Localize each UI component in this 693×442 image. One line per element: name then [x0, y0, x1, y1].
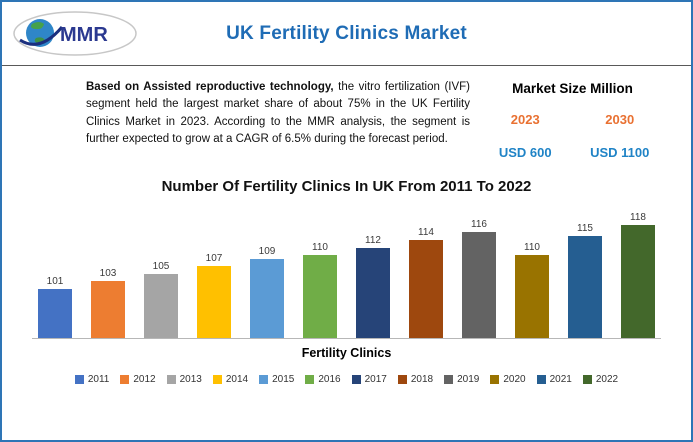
- legend-item-2020: 2020: [490, 374, 526, 385]
- bar-value-label-2017: 112: [365, 235, 381, 246]
- swoosh-icon: [19, 26, 64, 46]
- bar-group-2017: 112: [356, 235, 390, 338]
- legend-item-2018: 2018: [397, 374, 434, 385]
- bar-group-2015: 109: [250, 246, 284, 338]
- legend-swatch-2018: [397, 375, 407, 384]
- legend-item-2022: 2022: [582, 374, 619, 385]
- legend-label-2013: 2013: [179, 374, 202, 385]
- bar-group-2022: 118: [621, 212, 655, 338]
- legend-label-2018: 2018: [410, 374, 434, 385]
- bar-value-label-2021: 115: [577, 223, 593, 234]
- legend-item-2012: 2012: [120, 374, 156, 385]
- legend-swatch-2019: [444, 375, 454, 384]
- legend-label-2016: 2016: [318, 374, 341, 385]
- bar-value-label-2015: 109: [258, 246, 276, 257]
- bar-2020: [515, 255, 549, 338]
- content-row: Based on Assisted reproductive technolog…: [2, 66, 691, 160]
- mmr-logo: MMR: [13, 11, 137, 56]
- chart-title: Number Of Fertility Clinics In UK From 2…: [161, 178, 532, 195]
- bar-2012: [91, 281, 125, 338]
- legend-item-2011: 2011: [74, 374, 110, 385]
- bar-value-label-2020: 110: [524, 242, 540, 253]
- bar-group-2016: 110: [303, 242, 337, 338]
- logo-text: MMR: [60, 24, 108, 46]
- legend-label-2015: 2015: [272, 374, 295, 385]
- bar-value-label-2019: 116: [471, 219, 487, 230]
- bar-group-2018: 114: [409, 227, 443, 338]
- legend-label-2017: 2017: [364, 374, 387, 385]
- bar-value-label-2011: 101: [46, 276, 64, 287]
- bar-value-label-2014: 107: [205, 253, 223, 264]
- header: MMR UK Fertility Clinics Market: [2, 2, 691, 66]
- bar-2013: [144, 274, 178, 338]
- legend-swatch-2016: [305, 375, 315, 384]
- bar-group-2019: 116: [462, 219, 496, 338]
- legend-item-2013: 2013: [166, 374, 202, 385]
- market-size-title: Market Size Million: [512, 81, 633, 96]
- bar-2011: [38, 289, 72, 338]
- bar-value-label-2013: 105: [152, 261, 170, 272]
- market-year-end: 2030: [605, 112, 635, 127]
- market-size-grid: 2023 2030 USD 600 USD 1100: [470, 112, 675, 160]
- bar-2015: [250, 259, 284, 338]
- bar-group-2020: 110: [515, 242, 549, 338]
- legend-label-2012: 2012: [133, 374, 156, 385]
- bar-value-label-2022: 118: [630, 212, 646, 223]
- legend-item-2014: 2014: [212, 374, 249, 385]
- bar-2021: [568, 236, 602, 338]
- market-value-end: USD 1100: [590, 145, 650, 160]
- legend-item-2017: 2017: [351, 374, 387, 385]
- bar-plot: 101 103 105 107 109 110 112 114 116 110 115 118: [32, 203, 661, 339]
- legend-item-2016: 2016: [305, 374, 341, 385]
- chart-legend: 2011 2012 2013 2014 2015 2016 2017 2018 2019 2020…: [2, 374, 691, 385]
- bar-2014: [197, 266, 231, 338]
- legend-label-2019: 2019: [457, 374, 480, 385]
- legend-item-2015: 2015: [259, 374, 294, 385]
- legend-item-2019: 2019: [444, 374, 479, 385]
- bar-group-2014: 107: [197, 253, 231, 338]
- legend-label-2022: 2022: [595, 374, 619, 385]
- bar-2017: [356, 248, 390, 338]
- bar-value-label-2018: 114: [418, 227, 434, 238]
- bar-group-2012: 103: [91, 268, 125, 338]
- bar-value-label-2016: 110: [312, 242, 328, 253]
- market-value-start: USD 600: [498, 145, 552, 160]
- legend-swatch-2021: [536, 375, 546, 384]
- bar-value-label-2012: 103: [99, 268, 117, 279]
- legend-swatch-2015: [259, 375, 269, 384]
- bar-2019: [462, 232, 496, 338]
- legend-swatch-2017: [351, 375, 361, 384]
- summary-bold-lead: Based on Assisted reproductive technolog…: [86, 81, 334, 93]
- legend-label-2014: 2014: [225, 374, 249, 385]
- bar-group-2021: 115: [568, 223, 602, 338]
- bar-group-2013: 105: [144, 261, 178, 338]
- legend-item-2021: 2021: [536, 374, 572, 385]
- page-title: UK Fertility Clinics Market: [226, 22, 467, 44]
- market-year-start: 2023: [510, 112, 540, 127]
- bar-2022: [621, 225, 655, 338]
- legend-swatch-2014: [212, 375, 222, 384]
- market-size-box: Market Size Million 2023 2030 USD 600 US…: [470, 79, 675, 160]
- bar-group-2011: 101: [38, 276, 72, 338]
- summary-text: Based on Assisted reproductive technolog…: [86, 79, 470, 160]
- summary-body: the vitro fertilization (IVF) segment he…: [86, 81, 470, 146]
- legend-swatch-2013: [166, 375, 176, 384]
- legend-swatch-2022: [582, 375, 592, 384]
- bar-2016: [303, 255, 337, 338]
- legend-label-2011: 2011: [87, 374, 110, 385]
- bar-2018: [409, 240, 443, 338]
- legend-swatch-2011: [74, 375, 84, 384]
- legend-label-2020: 2020: [503, 374, 526, 385]
- legend-swatch-2020: [490, 375, 500, 384]
- legend-label-2021: 2021: [549, 374, 572, 385]
- x-axis-label: Fertility Clinics: [301, 346, 392, 360]
- legend-swatch-2012: [120, 375, 130, 384]
